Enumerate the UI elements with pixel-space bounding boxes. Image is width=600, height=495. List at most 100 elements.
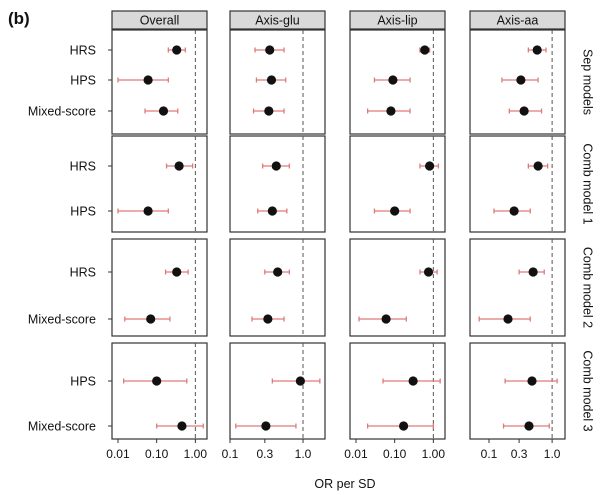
estimate-hps bbox=[373, 75, 411, 85]
x-axis-axis-lip: 0.01 0.10 1.00 bbox=[344, 439, 445, 461]
panel-frame bbox=[111, 238, 208, 337]
strip-label: Axis-glu bbox=[255, 14, 300, 28]
panel-frame bbox=[229, 135, 326, 233]
estimate-mixed-score bbox=[366, 421, 435, 431]
x-tick-label: 0.01 bbox=[344, 447, 368, 461]
estimate-mixed-score bbox=[156, 421, 204, 431]
panel-comb-model-2-axis-aa bbox=[469, 238, 566, 337]
point-estimate bbox=[152, 376, 162, 386]
point-estimate bbox=[143, 75, 153, 85]
point-estimate bbox=[528, 267, 538, 277]
point-estimate bbox=[174, 161, 184, 171]
panel-comb-model-2-axis-lip bbox=[349, 238, 446, 337]
estimate-hps bbox=[493, 206, 531, 216]
row-comb-model-1: HRS HPS Comb model 1 bbox=[70, 135, 595, 233]
point-estimate bbox=[527, 376, 537, 386]
estimate-mixed-score bbox=[144, 106, 179, 116]
panel-comb-model-2-axis-glu bbox=[229, 238, 326, 337]
x-tick-label: 0.3 bbox=[511, 447, 528, 461]
estimate-mixed-score bbox=[508, 106, 543, 116]
point-estimate bbox=[143, 206, 153, 216]
estimate-hps bbox=[504, 376, 558, 386]
estimate-hrs bbox=[527, 45, 547, 55]
point-estimate bbox=[266, 75, 277, 85]
point-estimate bbox=[398, 421, 409, 431]
strip-bg bbox=[111, 10, 208, 30]
estimate-mixed-score bbox=[124, 314, 171, 324]
estimate-mixed-score bbox=[252, 106, 285, 116]
panel-frame bbox=[469, 342, 566, 440]
y-label-mixed-score: Mixed-score bbox=[28, 420, 96, 434]
strip-bg bbox=[229, 10, 326, 30]
point-estimate bbox=[261, 421, 271, 431]
point-estimate bbox=[390, 206, 400, 216]
panel-frame bbox=[349, 238, 446, 337]
y-label-hps: HPS bbox=[70, 74, 96, 88]
panel-label: (b) bbox=[8, 9, 30, 28]
panel-comb-model-1-overall bbox=[108, 135, 208, 233]
estimate-mixed-score bbox=[251, 314, 285, 324]
point-estimate bbox=[420, 45, 430, 55]
strip-axis-glu: Axis-glu bbox=[229, 10, 326, 30]
panel-comb-model-3-axis-glu bbox=[229, 342, 326, 440]
row-label-comb-model-3: Comb model 3 bbox=[581, 350, 595, 431]
point-estimate bbox=[267, 206, 277, 216]
row-sep-models: HRS HPS Mixed-score Sep models bbox=[28, 29, 595, 135]
plot-area: Overall Axis-glu Axis-lip Axis-aa HRS HPS Mixe… bbox=[28, 10, 595, 491]
estimate-hps bbox=[382, 376, 441, 386]
point-estimate bbox=[271, 161, 281, 171]
row-label-comb-model-2: Comb model 2 bbox=[581, 247, 595, 328]
point-estimate bbox=[265, 45, 275, 55]
point-estimate bbox=[388, 75, 398, 85]
panel-comb-model-1-axis-lip bbox=[349, 135, 446, 233]
estimate-hrs bbox=[527, 161, 549, 171]
point-estimate bbox=[533, 161, 543, 171]
strip-bg bbox=[349, 10, 446, 30]
point-estimate bbox=[386, 106, 396, 116]
strip-label: Axis-lip bbox=[377, 14, 417, 28]
panel-sep-models-axis-glu bbox=[229, 29, 326, 135]
point-estimate bbox=[172, 267, 182, 277]
panel-frame bbox=[229, 29, 326, 135]
strip-axis-aa: Axis-aa bbox=[469, 10, 566, 30]
point-estimate bbox=[273, 267, 283, 277]
y-label-mixed-score: Mixed-score bbox=[28, 105, 96, 119]
panel-sep-models-axis-aa bbox=[469, 29, 566, 135]
row-comb-model-3: HPS Mixed-score Comb model 3 bbox=[28, 342, 595, 440]
panel-frame bbox=[111, 342, 208, 440]
estimate-hrs bbox=[167, 45, 186, 55]
point-estimate bbox=[264, 106, 274, 116]
y-label-hrs: HRS bbox=[70, 266, 96, 280]
estimate-hrs bbox=[264, 267, 291, 277]
panel-comb-model-3-overall bbox=[108, 342, 208, 440]
x-tick-label: 1.00 bbox=[184, 447, 208, 461]
panel-frame bbox=[349, 135, 446, 233]
panel-sep-models-overall bbox=[108, 29, 208, 135]
panel-comb-model-3-axis-lip bbox=[349, 342, 446, 440]
y-label-hrs: HRS bbox=[70, 160, 96, 174]
strip-bg bbox=[469, 10, 566, 30]
estimate-hrs bbox=[164, 267, 189, 277]
panel-comb-model-1-axis-glu bbox=[229, 135, 326, 233]
row-comb-model-2: HRS Mixed-score Comb model 2 bbox=[28, 238, 595, 337]
point-estimate bbox=[524, 421, 534, 431]
point-estimate bbox=[408, 376, 418, 386]
x-tick-label: 1.0 bbox=[544, 447, 561, 461]
estimate-hps bbox=[373, 206, 411, 216]
x-axis-title: OR per SD bbox=[314, 477, 375, 491]
y-label-hps: HPS bbox=[70, 375, 96, 389]
strip-overall: Overall bbox=[111, 10, 208, 30]
x-axis-axis-glu: 0.1 0.3 1.0 bbox=[222, 439, 312, 461]
estimate-mixed-score bbox=[366, 106, 411, 116]
panel-frame bbox=[349, 29, 446, 135]
estimate-mixed-score bbox=[502, 421, 550, 431]
x-tick-label: 0.1 bbox=[222, 447, 239, 461]
x-axis-axis-aa: 0.1 0.3 1.0 bbox=[481, 439, 561, 461]
estimate-hps bbox=[257, 206, 288, 216]
x-tick-label: 0.10 bbox=[383, 447, 407, 461]
strip-axis-lip: Axis-lip bbox=[349, 10, 446, 30]
panel-frame bbox=[229, 238, 326, 337]
point-estimate bbox=[177, 421, 187, 431]
x-tick-label: 1.0 bbox=[295, 447, 312, 461]
